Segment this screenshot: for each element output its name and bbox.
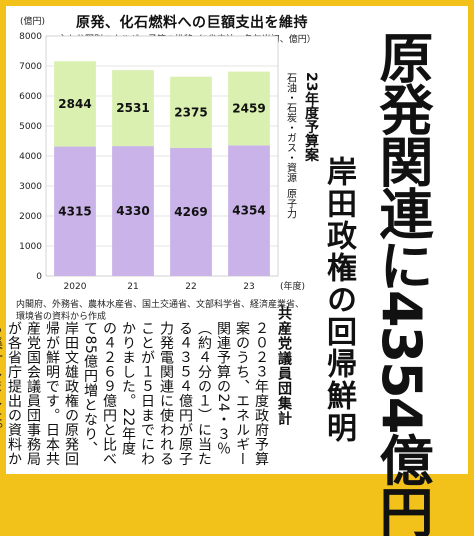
legend-label-fossil: 石油・石炭・ガス・資源 [285, 72, 297, 183]
data-label: 4269 [174, 205, 207, 219]
bar-segment [170, 76, 212, 148]
bar-segment [54, 61, 96, 147]
article-body: ２０２３年度政府予算案のうち、エネルギー関連予算の24・３％（約４分の１）に当た… [0, 321, 269, 466]
bar-segment [54, 146, 96, 276]
chart-title: 原発、化石燃料への巨額支出を維持 [76, 15, 308, 31]
chart-source: 内閣府、外務省、農林水産省、国土交通省、文部科学省、経済産業省、環境省の資料から… [16, 300, 305, 322]
y-tick-label: 6000 [19, 92, 42, 102]
y-tick-label: 3000 [19, 182, 42, 192]
data-label: 2459 [232, 101, 265, 115]
data-label: 2375 [174, 105, 207, 119]
data-label: 4330 [116, 204, 149, 218]
bar-segment [170, 147, 212, 276]
y-tick-label: 1000 [19, 242, 42, 252]
byline: 共産党議員団集計 [276, 306, 292, 426]
bar-chart: 0 1000 2000 3000 4000 5000 6000 7000 8000 4315 284… [19, 32, 305, 292]
subhead-budget-year: 23年度予算案 [303, 72, 319, 162]
data-label: 2531 [116, 101, 149, 115]
headline: 原発関連に4354億円 [370, 30, 433, 536]
x-tick-label: 22 [185, 282, 196, 292]
y-tick-label: 2000 [19, 212, 42, 222]
bar-segment [228, 71, 270, 146]
legend-label-nuclear: 原子力 [285, 188, 297, 219]
bar-segment [112, 70, 154, 147]
y-tick-label: 5000 [19, 122, 42, 132]
y-tick-label: 8000 [19, 32, 42, 42]
y-tick-label: 0 [36, 272, 42, 282]
data-label: 2844 [58, 97, 91, 111]
x-tick-label: 21 [127, 282, 138, 292]
x-tick-label: 23 [243, 282, 254, 292]
bar-segment [112, 146, 154, 276]
article-panel: (億円) 原発、化石燃料への巨額支出を維持 主な分野別エネルギー予算の推移（7省… [0, 6, 468, 536]
data-label: 4315 [58, 204, 91, 218]
y-axis-unit: (億円) [20, 17, 46, 27]
x-axis-suffix: (年度) [280, 280, 305, 292]
subhead-main: 岸田政権の回帰鮮明 [321, 156, 356, 444]
data-label: 4354 [232, 204, 265, 218]
x-tick-label: 2020 [64, 282, 87, 292]
y-tick-label: 4000 [19, 152, 42, 162]
y-tick-label: 7000 [19, 62, 42, 72]
bar-segment [228, 145, 270, 276]
